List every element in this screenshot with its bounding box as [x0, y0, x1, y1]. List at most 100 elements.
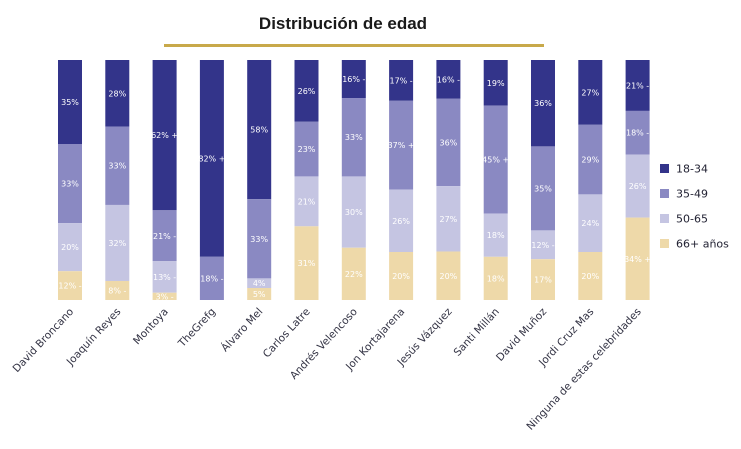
legend-label-66-anos: 66+ años	[676, 238, 729, 251]
bar-35-49-alvaro-mel	[247, 199, 272, 279]
bar-18-34-jesus-vazquez	[436, 60, 461, 99]
data-label-66-anos-david-munoz: 17%	[534, 276, 552, 285]
data-label-18-34-david-broncano: 35%	[61, 98, 79, 107]
data-label-35-49-david-broncano: 33%	[61, 180, 79, 189]
legend-swatch-50-65	[660, 214, 669, 223]
bar-18-34-jordi-cruz-mas	[578, 60, 603, 125]
category-label-alvaro-mel: Álvaro Mel	[218, 305, 265, 354]
bar-66-anos-joaquin-reyes	[105, 280, 130, 300]
bar-66-anos-montoya	[152, 292, 177, 300]
category-label-santi-millan: Santi Millán	[451, 306, 501, 359]
bar-18-34-montoya	[152, 60, 177, 211]
data-label-66-anos-jesus-vazquez: 20%	[440, 272, 458, 281]
data-label-66-anos-jordi-cruz-mas: 20%	[581, 272, 599, 281]
bar-50-65-carlos-latre	[294, 176, 319, 227]
bar-35-49-david-munoz	[531, 146, 555, 231]
bar-50-65-santi-millan	[483, 213, 508, 257]
bar-66-anos-andres-velencoso	[341, 247, 366, 300]
data-label-66-anos-jon-kortajarena: 20%	[392, 272, 410, 281]
bar-50-65-jordi-cruz-mas	[578, 194, 603, 252]
data-label-50-65-ninguna-de-estas-celebridades: 26%	[629, 182, 647, 191]
data-label-18-34-ninguna-de-estas-celebridades: 21% -	[626, 81, 649, 90]
bar-66-anos-carlos-latre	[294, 226, 319, 300]
data-label-18-34-alvaro-mel: 58%	[250, 126, 268, 135]
bar-35-49-joaquin-reyes	[105, 126, 130, 205]
title-underline	[164, 44, 544, 47]
data-label-50-65-david-munoz: 12% -	[531, 241, 554, 250]
data-label-66-anos-montoya: 3% -	[156, 292, 174, 301]
category-label-carlos-latre: Carlos Latre	[261, 306, 313, 360]
bar-35-49-jon-kortajarena	[389, 100, 414, 190]
data-label-50-65-jesus-vazquez: 27%	[440, 215, 458, 224]
bar-66-anos-alvaro-mel	[247, 288, 272, 300]
data-label-50-65-andres-velencoso: 30%	[345, 208, 363, 217]
data-label-50-65-david-broncano: 20%	[61, 243, 79, 252]
data-label-50-65-montoya: 13% -	[153, 273, 176, 282]
legend-swatch-18-34	[660, 164, 669, 173]
legend: 18-34 35-49 50-65 66+ años	[660, 163, 729, 251]
bar-18-34-santi-millan	[483, 60, 508, 106]
bar-66-anos-david-munoz	[531, 259, 555, 300]
bar-50-65-andres-velencoso	[341, 176, 366, 248]
legend-label-18-34: 18-34	[676, 163, 708, 176]
bar-66-anos-santi-millan	[483, 256, 508, 300]
bar-50-65-ninguna-de-estas-celebridades	[625, 154, 650, 218]
data-label-35-49-andres-velencoso: 33%	[345, 133, 363, 142]
bar-35-49-carlos-latre	[294, 121, 319, 177]
data-label-35-49-ninguna-de-estas-celebridades: 18% -	[626, 129, 649, 138]
bar-35-49-jordi-cruz-mas	[578, 124, 603, 195]
bar-35-49-david-broncano	[58, 144, 82, 224]
data-label-18-34-jordi-cruz-mas: 27%	[581, 88, 599, 97]
data-label-66-anos-andres-velencoso: 22%	[345, 270, 363, 279]
bar-66-anos-david-broncano	[58, 271, 82, 300]
bar-18-34-david-munoz	[531, 60, 555, 147]
data-label-18-34-jesus-vazquez: 16% -	[437, 75, 460, 84]
data-label-35-49-santi-millan: 45% +	[482, 156, 509, 165]
data-label-50-65-santi-millan: 18%	[487, 231, 505, 240]
bar-35-49-santi-millan	[483, 105, 508, 214]
bar-66-anos-jordi-cruz-mas	[578, 252, 603, 300]
data-label-18-34-santi-millan: 19%	[487, 79, 505, 88]
bar-18-34-jon-kortajarena	[389, 60, 414, 101]
bar-18-34-ninguna-de-estas-celebridades	[625, 60, 650, 111]
chart-title: Distribución de edad	[258, 14, 428, 33]
bar-50-65-jesus-vazquez	[436, 186, 461, 252]
data-label-35-49-joaquin-reyes: 33%	[108, 162, 126, 171]
category-label-david-broncano: David Broncano	[11, 306, 77, 375]
category-label-montoya: Montoya	[131, 306, 171, 347]
data-label-18-34-david-munoz: 36%	[534, 99, 552, 108]
data-label-66-anos-ninguna-de-estas-celebridades: 34% +	[624, 255, 651, 264]
data-label-35-49-david-munoz: 35%	[534, 184, 552, 193]
data-label-35-49-jesus-vazquez: 36%	[440, 138, 458, 147]
data-label-66-anos-joaquin-reyes: 8% -	[108, 286, 126, 295]
bar-50-65-joaquin-reyes	[105, 204, 130, 281]
legend-swatch-35-49	[660, 189, 669, 198]
bar-35-49-ninguna-de-estas-celebridades	[625, 110, 650, 155]
data-label-66-anos-david-broncano: 12% -	[58, 282, 81, 291]
bars-group: 35% 33% 20% 12% - 28% 33% 32% 8% - 62% + 21% - 13%…	[58, 60, 651, 301]
bar-18-34-david-broncano	[58, 60, 82, 144]
bar-50-65-david-munoz	[531, 230, 555, 260]
bar-18-34-andres-velencoso	[341, 60, 366, 99]
bar-18-34-carlos-latre	[294, 60, 319, 122]
legend-label-35-49: 35-49	[676, 188, 708, 201]
data-label-35-49-jordi-cruz-mas: 29%	[581, 156, 599, 165]
data-label-66-anos-santi-millan: 18%	[487, 274, 505, 283]
bar-35-49-montoya	[152, 210, 177, 262]
bar-18-34-joaquin-reyes	[105, 60, 130, 127]
legend-label-50-65: 50-65	[676, 213, 708, 226]
data-label-50-65-jon-kortajarena: 26%	[392, 217, 410, 226]
data-label-50-65-carlos-latre: 21%	[298, 197, 316, 206]
data-label-35-49-alvaro-mel: 33%	[250, 235, 268, 244]
legend-swatch-66-anos	[660, 239, 669, 248]
data-label-18-34-jon-kortajarena: 17% -	[389, 76, 412, 85]
bar-50-65-montoya	[152, 261, 177, 293]
data-label-18-34-montoya: 62% +	[151, 131, 178, 140]
data-label-50-65-jordi-cruz-mas: 24%	[581, 219, 599, 228]
bar-50-65-david-broncano	[58, 223, 82, 272]
data-label-35-49-carlos-latre: 23%	[298, 145, 316, 154]
bar-35-49-jesus-vazquez	[436, 98, 461, 187]
data-label-35-49-montoya: 21% -	[153, 232, 176, 241]
